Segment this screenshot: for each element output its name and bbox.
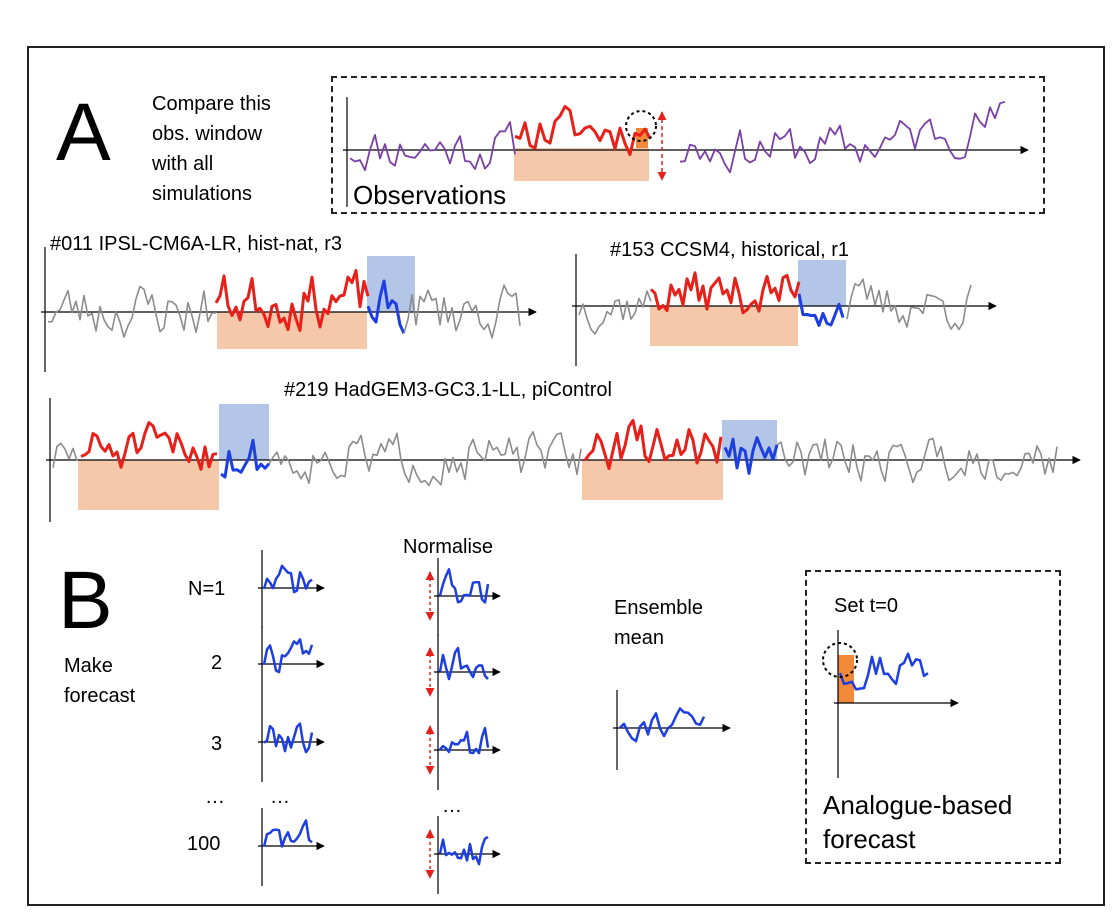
panel-a-letter: A — [56, 87, 111, 178]
ensemble-line-2: mean — [614, 627, 665, 649]
observations-box — [331, 76, 1045, 214]
row-label-100: 100 — [187, 833, 221, 855]
normalised-1-series — [438, 568, 490, 604]
result-line-2: forecast — [823, 824, 916, 854]
sim2-label: #153 CCSM4, historical, r1 — [610, 239, 849, 261]
sim3-forecast-fill-1 — [219, 404, 269, 460]
sim2-forecast-fill — [798, 260, 846, 306]
forecast-2-series — [262, 638, 314, 674]
forecast-result-box — [805, 570, 1061, 864]
sim3-forecast-2 — [723, 436, 779, 475]
normalised-3-series — [439, 726, 490, 755]
instruction-line-2: obs. window — [152, 123, 263, 145]
set-t0-label: Set t=0 — [834, 595, 898, 617]
row-label-1: N=1 — [188, 578, 226, 600]
forecast-4-series — [262, 819, 313, 848]
normalised-2-series — [438, 646, 489, 681]
sim3-label: #219 HadGEM3-GC3.1-LL, piControl — [284, 379, 612, 401]
row-label-ellipsis: … — [205, 786, 225, 808]
sim2-forecast — [797, 293, 845, 327]
observations-label: Observations — [353, 180, 507, 210]
sim3-series-start — [52, 442, 78, 468]
instruction-line-1: Compare this — [152, 93, 271, 115]
sim3-match-fill-2 — [582, 460, 723, 500]
sim3-matched-2 — [583, 418, 723, 470]
sim2-series-after — [846, 278, 972, 331]
sim1-matched — [214, 269, 370, 332]
figure-frame — [27, 46, 1105, 906]
normalise-label: Normalise — [403, 536, 494, 558]
obs-t0-circle — [625, 110, 657, 142]
sim1-match-fill — [217, 312, 367, 349]
normalised-4-series — [438, 835, 489, 866]
row-label-3: 3 — [211, 733, 223, 755]
result-t0-circle — [822, 642, 858, 678]
result-line-1: Analogue-based — [823, 790, 1013, 820]
forecast-1-series — [262, 564, 313, 594]
result-t0-fill — [838, 655, 854, 703]
make-forecast-line-2: forecast — [64, 685, 136, 707]
instruction-line-4: simulations — [152, 183, 253, 205]
ensemble-line-1: Ensemble — [614, 597, 703, 619]
sim1-series-before — [47, 285, 217, 338]
sim1-label: #011 IPSL-CM6A-LR, hist-nat, r3 — [50, 233, 342, 255]
ellipsis-forecasts: … — [270, 786, 290, 808]
panel-b-letter: B — [58, 555, 113, 646]
sim2-series-before — [578, 290, 652, 335]
sim1-forecast — [366, 279, 406, 334]
sim1-series-after — [403, 284, 521, 339]
make-forecast-line-1: Make — [64, 655, 113, 677]
row-label-2: 2 — [211, 652, 223, 674]
ensemble-mean-series — [619, 707, 706, 743]
obs-series-before — [349, 121, 516, 172]
sim3-match-fill-1 — [78, 460, 219, 510]
ellipsis-normalised: … — [442, 795, 462, 817]
obs-matched-window — [514, 104, 652, 156]
sim2-match-fill — [650, 306, 798, 346]
obs-series-after — [679, 100, 1006, 174]
obs-t0-fill — [636, 128, 648, 148]
instruction-line-3: with all — [152, 153, 214, 175]
sim3-forecast-1 — [220, 438, 271, 479]
sim3-series-mid — [268, 431, 582, 487]
sim3-series-end — [776, 437, 1058, 484]
obs-match-window-fill — [514, 148, 649, 181]
result-forecast-series — [838, 652, 929, 691]
forecast-3-series — [263, 722, 314, 754]
sim2-matched — [649, 271, 801, 315]
sim3-matched-1 — [80, 421, 218, 471]
